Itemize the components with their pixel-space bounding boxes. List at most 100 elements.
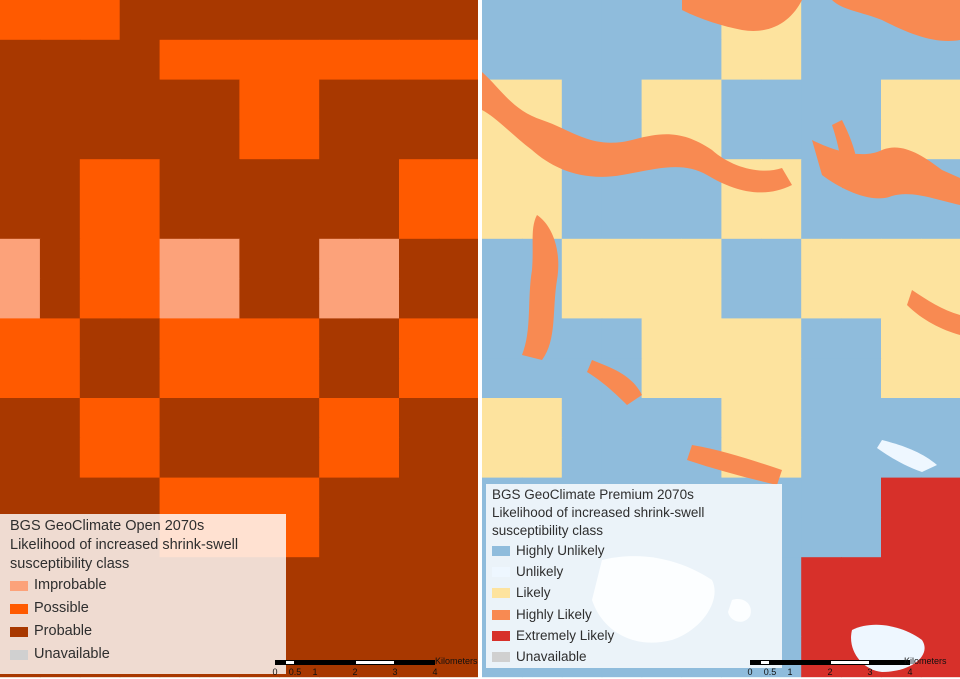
highly-unlikely-cell — [601, 0, 643, 41]
highly-likely-zone — [522, 215, 559, 360]
highly-unlikely-cell — [641, 437, 683, 479]
probable-cell — [39, 119, 81, 160]
scale-segment — [770, 660, 790, 665]
probable-cell — [279, 0, 320, 41]
probable-cell — [438, 517, 478, 558]
probable-cell — [399, 517, 440, 558]
likely-cell — [721, 199, 762, 240]
highly-unlikely-cell — [561, 0, 603, 41]
swatch-highly-unlikely — [492, 545, 510, 556]
likely-cell — [761, 39, 802, 81]
scale-bar: 0 0.5 1 2 3 4 Kilometers — [272, 656, 478, 677]
likely-cell — [761, 199, 802, 240]
highly-unlikely-cell — [801, 437, 842, 479]
extremely-likely-cell — [801, 557, 842, 598]
probable-cell — [319, 358, 360, 399]
probable-cell — [399, 119, 440, 160]
possible-cell — [159, 39, 201, 81]
possible-cell — [399, 318, 440, 359]
probable-cell — [399, 477, 440, 518]
highly-unlikely-cell — [801, 477, 842, 518]
likely-cell — [721, 358, 762, 399]
extremely-likely-cell — [920, 517, 960, 558]
legend-label: Possible — [34, 600, 89, 616]
probable-cell — [0, 39, 41, 81]
improbable-cell — [0, 238, 41, 280]
probable-cell — [319, 0, 360, 41]
probable-cell — [438, 636, 478, 678]
probable-cell — [159, 199, 201, 240]
legend-item-extremely-likely: Extremely Likely — [492, 625, 774, 646]
scale-segment — [395, 660, 435, 665]
scale-tick: 4 — [432, 667, 438, 677]
legend-label: Unlikely — [516, 563, 564, 579]
highly-unlikely-cell — [641, 398, 683, 439]
improbable-cell — [199, 278, 240, 319]
highly-unlikely-cell — [561, 398, 603, 439]
possible-cell — [319, 398, 360, 439]
premium-map-panel[interactable]: BGS GeoClimate Premium 2070s Likelihood … — [482, 0, 960, 679]
probable-cell — [79, 119, 121, 160]
possible-cell — [319, 39, 360, 81]
highly-unlikely-cell — [641, 39, 683, 81]
probable-cell — [399, 398, 440, 439]
likely-cell — [920, 358, 960, 399]
scale-tick: 2 — [827, 667, 833, 677]
likely-cell — [761, 398, 802, 439]
probable-cell — [79, 79, 121, 120]
probable-cell — [319, 636, 360, 678]
legend-label: Likely — [516, 585, 551, 601]
probable-cell — [39, 159, 81, 200]
scale-tick: 0.5 — [288, 667, 302, 677]
probable-cell — [39, 79, 81, 120]
open-susceptibility-raster — [0, 0, 478, 678]
highly-unlikely-cell — [801, 0, 842, 41]
possible-cell — [119, 159, 161, 200]
likely-cell — [482, 199, 523, 240]
likely-cell — [681, 238, 722, 280]
highly-unlikely-cell — [841, 358, 882, 399]
highly-unlikely-cell — [601, 318, 643, 359]
scale-tick: 3 — [867, 667, 873, 677]
possible-cell — [119, 199, 161, 240]
probable-cell — [279, 437, 320, 479]
likely-cell — [721, 398, 762, 439]
swatch-highly-likely — [492, 609, 510, 620]
open-map-panel[interactable]: BGS GeoClimate Open 2070s Likelihood of … — [0, 0, 478, 679]
scale-segment — [315, 660, 355, 665]
extremely-likely-cell — [841, 557, 882, 598]
premium-map-legend: BGS GeoClimate Premium 2070s Likelihood … — [486, 484, 782, 668]
highly-unlikely-cell — [521, 39, 563, 81]
probable-cell — [399, 0, 440, 41]
swatch-unlikely — [492, 566, 510, 577]
legend-item-likely: Likely — [492, 583, 774, 604]
legend-item-highly-likely: Highly Likely — [492, 604, 774, 625]
likely-cell — [641, 278, 683, 319]
possible-cell — [79, 437, 121, 479]
probable-cell — [199, 398, 240, 439]
highly-unlikely-cell — [761, 238, 802, 280]
possible-cell — [438, 199, 478, 240]
possible-cell — [79, 0, 121, 41]
possible-cell — [438, 39, 478, 81]
legend-item-improbable: Improbable — [10, 574, 278, 597]
probable-cell — [399, 278, 440, 319]
possible-cell — [239, 358, 280, 399]
probable-cell — [119, 119, 161, 160]
scale-tick: 0 — [747, 667, 753, 677]
probable-cell — [39, 39, 81, 81]
probable-cell — [319, 119, 360, 160]
likely-cell — [801, 238, 842, 280]
possible-cell — [79, 278, 121, 319]
probable-cell — [359, 0, 400, 41]
probable-cell — [438, 119, 478, 160]
possible-cell — [199, 358, 240, 399]
scale-tick: 4 — [907, 667, 913, 677]
probable-cell — [79, 39, 121, 81]
highly-unlikely-cell — [801, 517, 842, 558]
scale-tick: 1 — [787, 667, 793, 677]
legend-label: Unavailable — [34, 646, 110, 662]
probable-cell — [319, 477, 360, 518]
probable-cell — [239, 199, 280, 240]
likely-cell — [521, 79, 563, 120]
